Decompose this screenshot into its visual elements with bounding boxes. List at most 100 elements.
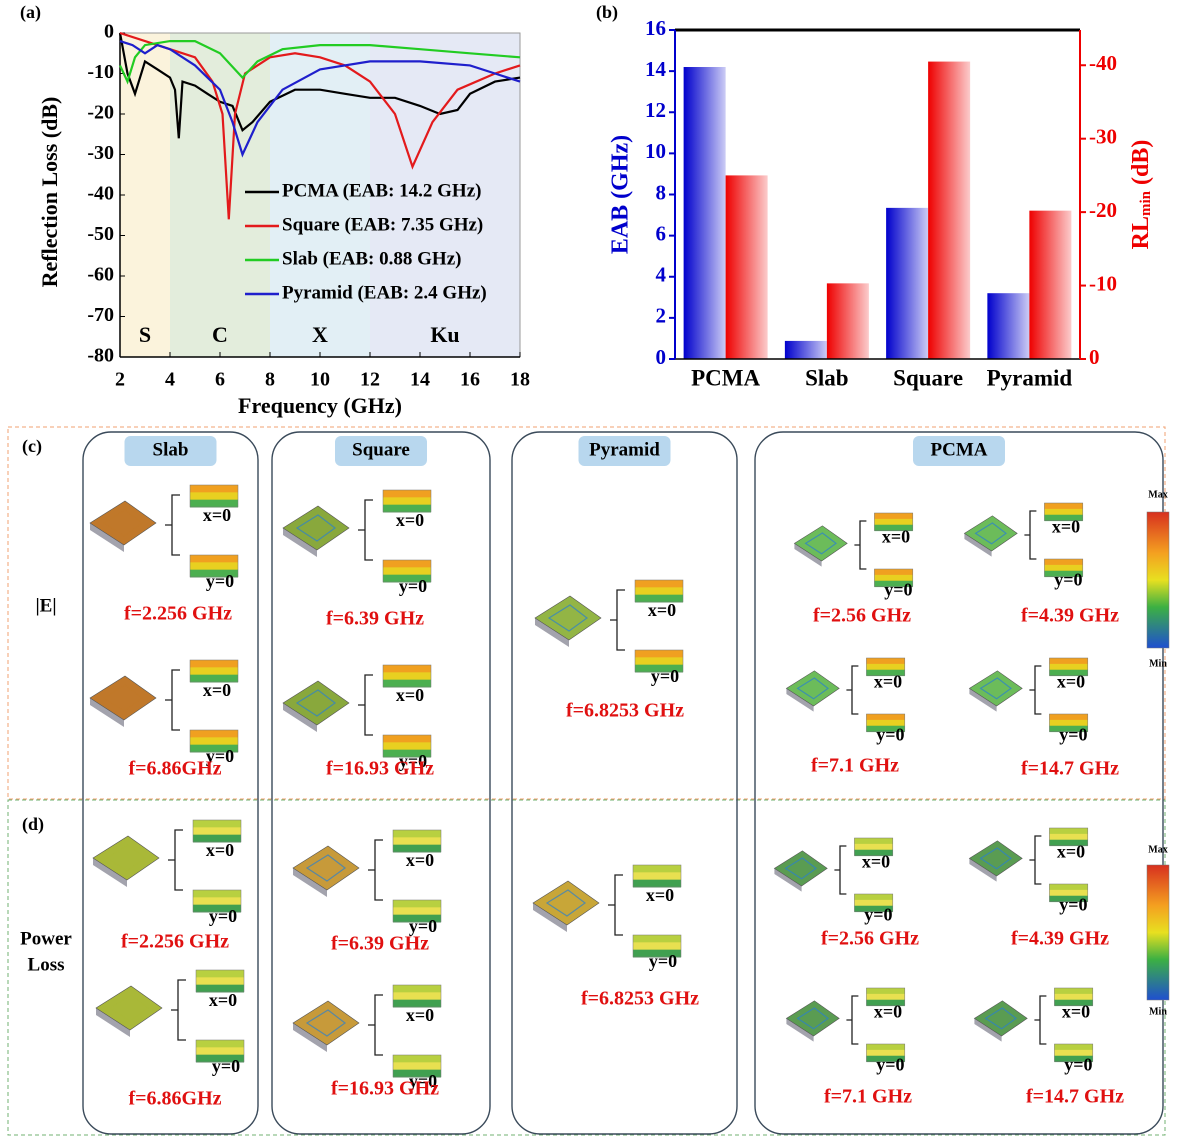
slice-band bbox=[190, 562, 238, 570]
slice-band bbox=[190, 667, 238, 675]
cut-label: x=0 bbox=[406, 850, 434, 870]
y-tick-label: 4 bbox=[656, 263, 667, 287]
figure: (a)SCXKu0-10-20-30-40-50-60-70-802468101… bbox=[0, 0, 1178, 1138]
colorbar bbox=[1147, 512, 1169, 648]
y-tick-label: -70 bbox=[87, 304, 114, 326]
frequency-label: f=14.7 GHz bbox=[1026, 1086, 1124, 1108]
slice-band bbox=[635, 587, 683, 595]
slice-band bbox=[635, 657, 683, 665]
y-tick-label: 12 bbox=[645, 98, 666, 122]
cut-label: x=0 bbox=[874, 1002, 902, 1022]
cut-label: x=0 bbox=[1052, 517, 1080, 537]
slice-band bbox=[1044, 559, 1082, 565]
slice-band bbox=[633, 942, 681, 950]
y-tick-label: -60 bbox=[87, 264, 114, 286]
band-label: C bbox=[212, 322, 228, 347]
y-tick-label: 6 bbox=[656, 221, 667, 245]
slice-band bbox=[190, 485, 238, 493]
column-title: Slab bbox=[153, 439, 189, 460]
slice-band bbox=[393, 830, 441, 838]
cut-label: y=0 bbox=[209, 906, 237, 926]
band-label: X bbox=[312, 322, 328, 347]
y2-label-unit: (dB) bbox=[1128, 140, 1154, 191]
cut-label: y=0 bbox=[651, 666, 679, 686]
slice-band bbox=[866, 988, 904, 994]
x-tick-label: PCMA bbox=[691, 365, 760, 390]
x-axis-label: Frequency (GHz) bbox=[238, 393, 402, 418]
cut-label: x=0 bbox=[203, 680, 231, 700]
cut-label: x=0 bbox=[206, 840, 234, 860]
panel-label: (a) bbox=[20, 2, 41, 23]
y-tick-label: -80 bbox=[87, 345, 114, 367]
slice-band bbox=[190, 737, 238, 745]
slice-band bbox=[866, 1044, 904, 1050]
bar bbox=[886, 208, 928, 359]
slice-band bbox=[635, 650, 683, 658]
frequency-label: f=14.7 GHz bbox=[1021, 758, 1119, 780]
column-title: Pyramid bbox=[589, 439, 660, 460]
colorbar-min: Min bbox=[1149, 1006, 1167, 1017]
y-tick-label: 2 bbox=[656, 304, 667, 328]
band-label: Ku bbox=[430, 322, 459, 347]
frequency-label: f=6.8253 GHz bbox=[566, 700, 684, 722]
bar bbox=[785, 341, 827, 359]
legend-label: Square (EAB: 7.35 GHz) bbox=[282, 214, 483, 235]
slice-band bbox=[383, 560, 431, 568]
cut-label: x=0 bbox=[646, 885, 674, 905]
frequency-label: f=2.256 GHz bbox=[124, 603, 232, 625]
frequency-label: f=6.86GHz bbox=[128, 1088, 221, 1110]
slice-band bbox=[1054, 994, 1092, 1000]
frequency-label: f=16.93 GHz bbox=[331, 1078, 439, 1100]
slice-band bbox=[190, 660, 238, 668]
bar bbox=[1029, 211, 1071, 359]
y2-tick-label: -20 bbox=[1089, 198, 1117, 222]
slice-band bbox=[854, 844, 892, 850]
y2-tick-label: -10 bbox=[1089, 271, 1117, 295]
y-tick-label: 16 bbox=[645, 16, 666, 40]
bar bbox=[726, 175, 768, 359]
slice-band bbox=[866, 714, 904, 720]
x-tick-label: 8 bbox=[265, 369, 275, 391]
row-label: Loss bbox=[28, 954, 65, 975]
slice-band bbox=[1049, 714, 1087, 720]
bar bbox=[987, 293, 1029, 359]
cut-label: x=0 bbox=[874, 672, 902, 692]
y-tick-label: 14 bbox=[645, 57, 667, 81]
cut-label: y=0 bbox=[649, 951, 677, 971]
frequency-label: f=7.1 GHz bbox=[824, 1086, 912, 1108]
colorbar-min: Min bbox=[1149, 658, 1167, 669]
cut-label: y=0 bbox=[864, 905, 892, 925]
slice-band bbox=[1044, 509, 1082, 515]
x-tick-label: 16 bbox=[460, 369, 480, 391]
slice-band bbox=[635, 580, 683, 588]
y-tick-label: 0 bbox=[104, 21, 114, 43]
bar bbox=[827, 283, 869, 359]
cut-label: x=0 bbox=[648, 600, 676, 620]
slice-band bbox=[196, 1047, 244, 1055]
slice-band bbox=[196, 977, 244, 985]
bar bbox=[684, 67, 726, 359]
x-tick-label: 6 bbox=[215, 369, 225, 391]
slice-band bbox=[383, 735, 431, 743]
cut-label: x=0 bbox=[862, 852, 890, 872]
slice-band bbox=[190, 492, 238, 500]
panel-label: (b) bbox=[596, 2, 618, 23]
slice-band bbox=[874, 569, 912, 575]
slice-band bbox=[874, 519, 912, 525]
y-tick-label: 0 bbox=[656, 345, 667, 369]
colorbar-max: Max bbox=[1148, 489, 1167, 500]
panel-label: (d) bbox=[22, 814, 44, 835]
slice-band bbox=[854, 838, 892, 844]
frequency-label: f=2.56 GHz bbox=[813, 605, 911, 627]
slice-band bbox=[1049, 828, 1087, 834]
y2-tick-label: 0 bbox=[1089, 345, 1100, 369]
slice-band bbox=[854, 894, 892, 900]
legend-label: Pyramid (EAB: 2.4 GHz) bbox=[282, 282, 487, 303]
slice-band bbox=[383, 672, 431, 680]
slice-band bbox=[866, 664, 904, 670]
slice-band bbox=[633, 935, 681, 943]
slice-band bbox=[866, 994, 904, 1000]
slice-band bbox=[1054, 988, 1092, 994]
slice-band bbox=[193, 890, 241, 898]
slice-band bbox=[383, 742, 431, 750]
